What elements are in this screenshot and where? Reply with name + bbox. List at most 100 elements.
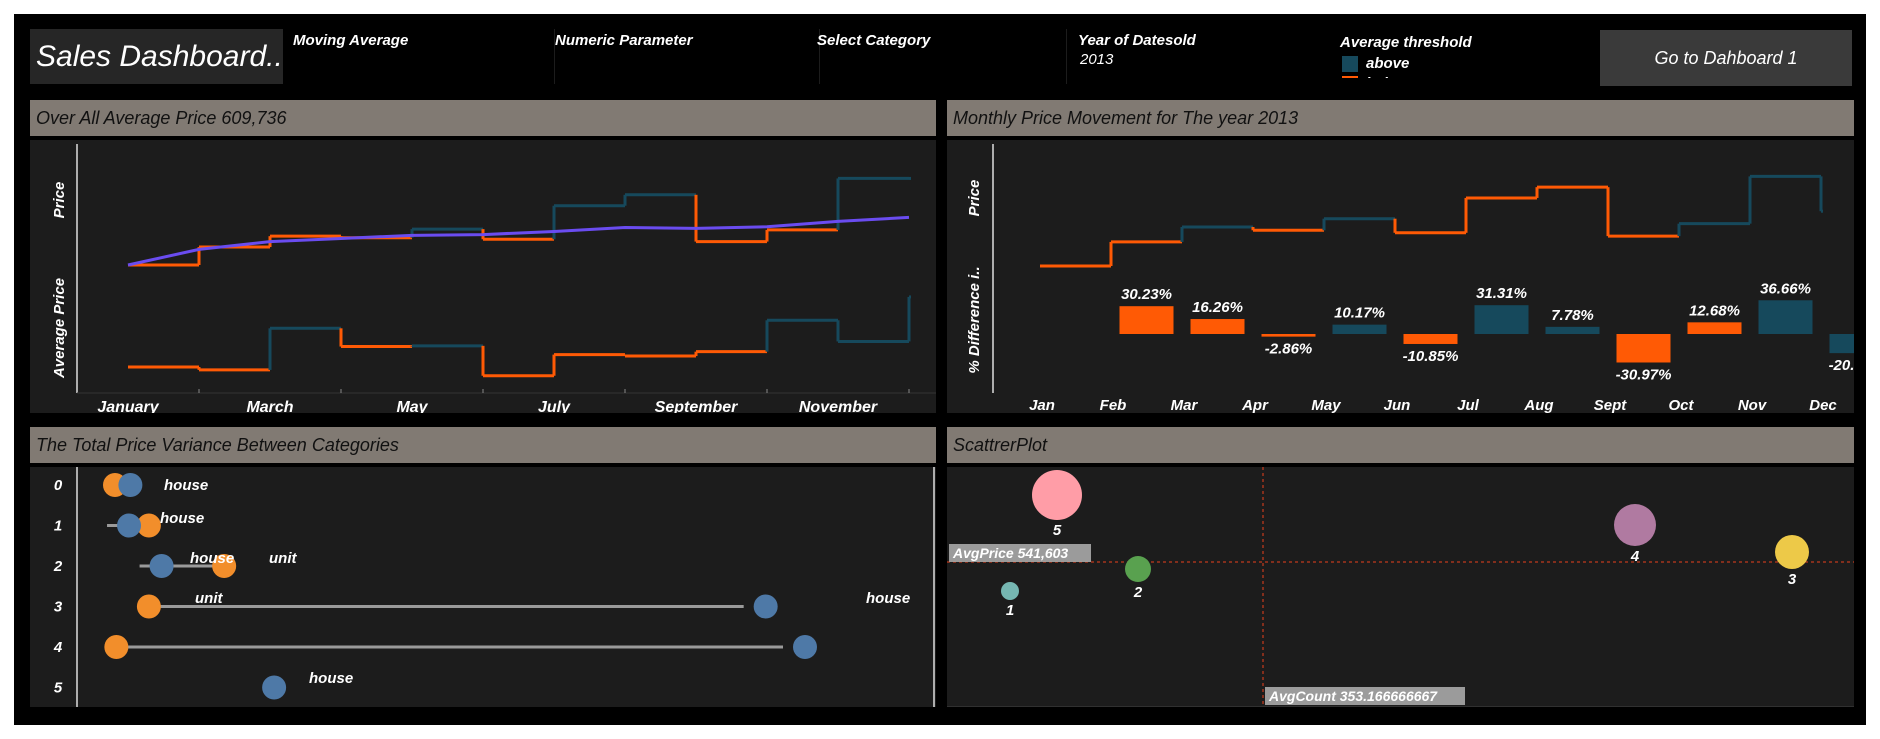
pct-bar-label: 31.31%: [1476, 285, 1527, 302]
category-label: house: [309, 670, 353, 687]
scatter-points: 1 2 3 4 5: [1001, 470, 1809, 619]
dashboard-frame: Sales Dashboard.. Moving Average Numeric…: [14, 14, 1880, 725]
scatter-point-label: 4: [1630, 548, 1640, 565]
scatter-point-1: [1001, 582, 1019, 600]
month-tick-label: Nov: [1738, 397, 1768, 413]
pct-bar-mar: [1190, 319, 1245, 334]
month-axis: Jan Feb Mar Apr May Jun Jul Aug Sept Oct Nov Dec: [1029, 397, 1837, 414]
app-title: Sales Dashboard..: [30, 29, 283, 84]
house-dot: [149, 554, 174, 578]
pct-bar-apr: [1261, 334, 1316, 337]
scatter-point-2: [1125, 556, 1151, 582]
month-axis: January March May July September November: [97, 389, 910, 416]
moving-average-line: [127, 215, 910, 267]
pct-difference-bars: 30.23% 16.26% -2.86% 10.17% -10.85% 31.31% 7.7…: [1119, 280, 1880, 383]
year-filter-label[interactable]: Year of Datesold: [1078, 32, 1196, 49]
month-tick-label: Jan: [1029, 397, 1055, 413]
legend-title: Average threshold: [1340, 34, 1472, 51]
scatter-point-5: [1032, 470, 1082, 520]
pct-bar-label: 7.78%: [1551, 307, 1594, 324]
house-dot: [262, 675, 287, 700]
month-tick-label: January: [97, 399, 159, 413]
house-dot: [117, 513, 142, 538]
month-tick-label: March: [246, 399, 293, 413]
legend-box: above below: [1342, 54, 1542, 78]
category-label: unit: [195, 590, 223, 607]
pct-bar-label: -20.80%: [1829, 357, 1854, 374]
month-tick-label: July: [538, 399, 571, 413]
unit-dot: [136, 594, 161, 619]
pct-bar-aug: [1545, 326, 1600, 334]
monthly-movement-panel-header: Monthly Price Movement for The year 2013: [947, 100, 1854, 136]
pct-bar-sept: [1616, 334, 1671, 363]
avg-count-label-bg: [1265, 687, 1465, 705]
moving-average-control[interactable]: Moving Average: [293, 32, 409, 49]
pct-bar-label: 30.23%: [1121, 286, 1172, 303]
pct-bar-may: [1332, 324, 1387, 334]
month-tick-label: Aug: [1523, 397, 1553, 413]
pct-bar-oct: [1687, 322, 1742, 334]
control-divider: [554, 29, 555, 84]
row-label: 5: [54, 680, 63, 697]
pct-bar-nov: [1758, 300, 1813, 334]
monthly-movement-panel: Price % Difference i.. 30.23% 16.26% -2.86…: [947, 140, 1880, 414]
month-tick-label: Dec: [1809, 397, 1837, 413]
avg-price-panel: Price Average Price January March May July S…: [30, 140, 936, 416]
month-tick-label: Mar: [1171, 397, 1199, 413]
y-axis-label-average-price: Average Price: [51, 278, 68, 379]
unit-dot: [212, 554, 237, 578]
pct-bar-dec: [1829, 334, 1880, 354]
legend-swatch-below: [1342, 76, 1358, 78]
avg-price-panel-header: Over All Average Price 609,736: [30, 100, 936, 136]
row-label: 4: [53, 639, 63, 656]
control-divider: [819, 29, 820, 84]
pct-bar-label: 36.66%: [1760, 280, 1811, 297]
select-category-control[interactable]: Select Category: [817, 32, 931, 49]
month-tick-label: Apr: [1241, 397, 1269, 413]
pct-bar-label: -30.97%: [1616, 366, 1672, 383]
numeric-parameter-control[interactable]: Numeric Parameter: [555, 32, 693, 49]
pct-bar-label: -2.86%: [1265, 341, 1313, 358]
pct-bar-label: 10.17%: [1334, 305, 1385, 322]
month-tick-label: Jul: [1457, 397, 1480, 413]
month-tick-label: Feb: [1100, 397, 1127, 413]
avg-price-label: AvgPrice 541,603: [952, 545, 1068, 561]
avg-price-chart: Price Average Price January March May July S…: [51, 144, 936, 416]
y-axis-label-price: Price: [966, 180, 983, 217]
month-tick-label: May: [396, 399, 428, 413]
y-axis-label-pct-difference: % Difference i..: [966, 266, 983, 373]
category-label: house: [160, 510, 204, 527]
scatter-point-3: [1775, 535, 1809, 569]
pct-bar-jun: [1403, 334, 1458, 344]
row-label: 3: [54, 599, 63, 616]
scatter-point-4: [1614, 504, 1656, 546]
month-tick-label: Oct: [1668, 397, 1694, 413]
pct-bar-label: 16.26%: [1192, 299, 1243, 316]
pct-bar-label: -10.85%: [1403, 348, 1459, 365]
control-divider: [1066, 29, 1067, 84]
month-tick-label: September: [655, 399, 738, 413]
house-dot: [753, 594, 778, 619]
category-label: house: [866, 590, 910, 607]
month-tick-label: Sept: [1594, 397, 1628, 413]
unit-dot: [136, 513, 161, 538]
house-dot: [793, 635, 817, 659]
legend-swatch-above: [1342, 56, 1358, 72]
scatter-point-label: 5: [1053, 522, 1062, 539]
month-tick-label: May: [1311, 397, 1341, 413]
scatter-point-label: 1: [1006, 602, 1014, 619]
house-dot: [118, 473, 143, 497]
go-to-dashboard-button[interactable]: Go to Dahboard 1: [1600, 30, 1852, 86]
pct-bar-feb: [1119, 306, 1174, 334]
category-label: house: [190, 550, 234, 567]
avg-count-label: AvgCount 353.166666667: [1268, 688, 1438, 704]
variance-rows: 0 1 2 3 4 5 house house house unit unit house house: [53, 473, 910, 700]
scatter-chart: 1 2 3 4 5 AvgPrice 541,603 AvgCount 353.1666…: [947, 467, 1854, 708]
row-label: 2: [53, 558, 63, 575]
row-label: 1: [54, 518, 62, 535]
category-label: house: [164, 477, 208, 494]
avg-price-label-bg: [949, 544, 1091, 562]
legend-label-below: below: [1366, 75, 1409, 78]
year-filter-value[interactable]: 2013: [1080, 51, 1114, 68]
scatter-point-label: 2: [1133, 584, 1143, 601]
